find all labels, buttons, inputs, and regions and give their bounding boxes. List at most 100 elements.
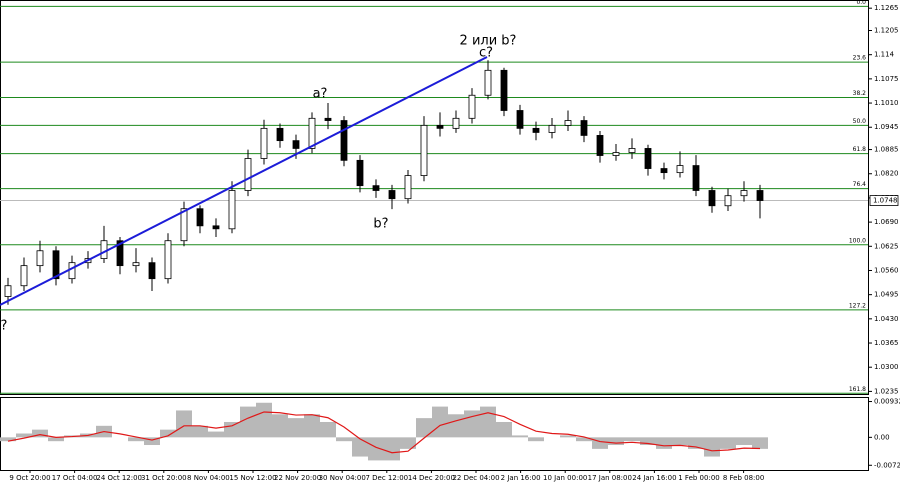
fib-label: 127.2 — [849, 302, 866, 309]
candle-body — [324, 117, 332, 121]
x-tick-label: 8 Feb 08:00 — [723, 474, 764, 482]
wave-label: 2 или b? — [460, 34, 517, 49]
histogram-bar — [592, 437, 608, 449]
y-tick-label: 1.114 — [874, 51, 895, 59]
candle-body — [548, 124, 556, 133]
fib-label: 0.0 — [856, 0, 866, 6]
histogram-bar — [320, 421, 336, 438]
price-pane — [0, 0, 869, 395]
histogram-bar — [720, 437, 736, 449]
candle-body — [676, 165, 684, 174]
y-tick-label: 1.0495 — [874, 291, 899, 299]
candle-body — [564, 120, 572, 126]
osc-tick-label: 0.00932 — [874, 398, 900, 406]
x-tick-label: 22 Dec 04:00 — [452, 474, 499, 482]
candle-body — [68, 262, 76, 280]
candle-body — [500, 69, 508, 111]
x-tick-label: 15 Nov 12:00 — [229, 474, 276, 482]
fib-label: 38.2 — [853, 90, 867, 97]
y-tick-label: 1.0690 — [874, 218, 899, 226]
x-tick-label: 14 Dec 20:00 — [408, 474, 455, 482]
signal-line — [7, 411, 761, 454]
candle-body — [4, 285, 12, 297]
x-tick-label: 30 Nov 04:00 — [319, 474, 366, 482]
candle-body — [404, 175, 412, 200]
candle-body — [724, 195, 732, 207]
wave-label: a? — [313, 87, 328, 102]
histogram-bar — [144, 437, 160, 446]
histogram-bar — [128, 437, 144, 442]
histogram-bar — [560, 435, 576, 438]
histogram-bar — [288, 418, 304, 438]
x-tick-label: 31 Oct 20:00 — [141, 474, 187, 482]
histogram-bar — [304, 414, 320, 438]
histogram-bar — [160, 429, 176, 438]
x-tick-label: 17 Jan 08:00 — [588, 474, 632, 482]
candle-body — [148, 262, 156, 280]
x-tick-label: 24 Oct 12:00 — [96, 474, 142, 482]
candle-body — [516, 110, 524, 129]
candle-body — [484, 69, 492, 96]
histogram-bar — [0, 437, 16, 442]
candle-body — [580, 120, 588, 136]
histogram-bar — [352, 437, 368, 457]
candle-body — [212, 225, 220, 230]
candle-body — [612, 152, 620, 156]
x-tick-label: 9 Oct 20:00 — [9, 474, 50, 482]
y-tick-label: 1.1010 — [874, 99, 899, 107]
candle-body — [196, 208, 204, 227]
candle-body — [164, 240, 172, 280]
candle-body — [372, 185, 380, 191]
candle-body — [308, 117, 316, 149]
histogram-bar — [336, 437, 352, 442]
y-tick-label: 1.0430 — [874, 315, 899, 323]
candle-body — [180, 208, 188, 242]
candle-body — [420, 124, 428, 177]
candle-body — [244, 158, 252, 191]
histogram-bar — [608, 437, 624, 446]
histogram-bar — [736, 437, 752, 446]
fib-label: 161.8 — [849, 386, 866, 393]
candle-body — [132, 262, 140, 267]
candle-body — [116, 240, 124, 267]
histogram-bar — [752, 437, 768, 449]
histogram-bar — [512, 435, 528, 438]
candle-body — [292, 140, 300, 149]
histogram-bar — [448, 414, 464, 438]
price-tag: 1.0748 — [873, 197, 898, 205]
x-tick-label: 8 Nov 04:00 — [187, 474, 230, 482]
histogram-bar — [272, 414, 288, 438]
candle-body — [452, 117, 460, 129]
candle-body — [740, 190, 748, 197]
x-tick-label: 10 Jan 00:00 — [543, 474, 587, 482]
histogram-bar — [576, 437, 592, 442]
histogram-bar — [496, 421, 512, 438]
y-tick-label: 1.0300 — [874, 363, 899, 371]
candle-body — [340, 120, 348, 161]
price-tag-box — [869, 195, 899, 206]
histogram-bar — [192, 425, 208, 438]
histogram-bar — [480, 406, 496, 438]
candle-body — [52, 250, 60, 280]
candle-body — [100, 240, 108, 259]
candle-body — [356, 159, 364, 187]
x-tick-label: 22 Nov 20:00 — [274, 474, 321, 482]
histogram-bar — [688, 437, 704, 449]
candle-body — [708, 190, 716, 207]
fib-label: 100.0 — [849, 237, 866, 244]
histogram-bar — [240, 406, 256, 438]
fib-label: 76.4 — [853, 181, 867, 188]
x-tick-label: 7 Dec 12:00 — [365, 474, 408, 482]
x-tick-label: 17 Oct 04:00 — [52, 474, 98, 482]
candle-body — [20, 265, 28, 287]
candle-body — [276, 127, 284, 142]
histogram-bar — [528, 437, 544, 442]
candle-body — [660, 168, 668, 174]
fib-label: 50.0 — [853, 118, 867, 125]
histogram-bar — [640, 437, 656, 446]
histogram-bar — [672, 437, 688, 446]
fib-label: 61.8 — [853, 146, 867, 153]
y-tick-label: 1.1205 — [874, 27, 899, 35]
histogram-bar — [656, 437, 672, 449]
x-tick-label: 1 Feb 00:00 — [678, 474, 719, 482]
